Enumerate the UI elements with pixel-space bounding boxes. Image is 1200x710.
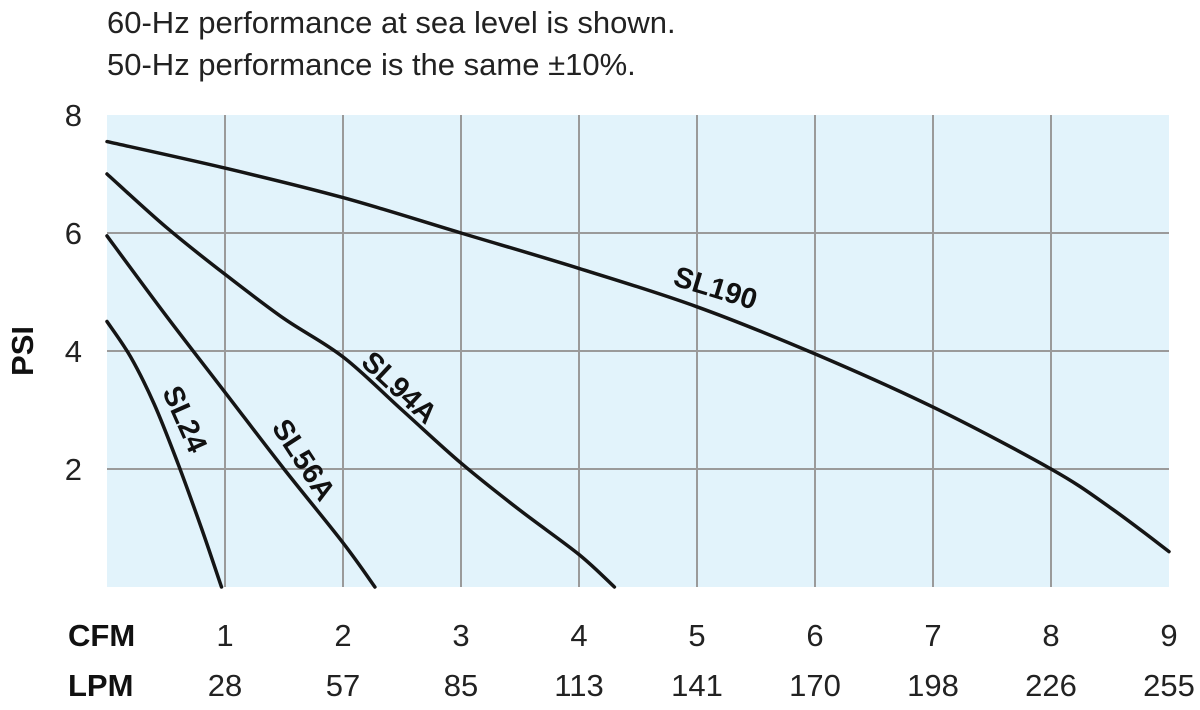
y-tick-label: 4	[65, 334, 82, 369]
y-tick-label: 2	[65, 452, 82, 487]
x-axis-label-cfm: CFM	[68, 618, 135, 653]
curve-sl24	[105, 319, 224, 589]
curve-sl56a	[105, 234, 377, 589]
x-tick-labels: 1 2 3 4 5 6 7 8 9	[216, 618, 1177, 653]
note-line-1: 60-Hz performance at sea level is shown.	[107, 5, 676, 40]
performance-curves	[105, 139, 1171, 589]
y-tick-label: 8	[65, 98, 82, 133]
y-axis-label: PSI	[5, 326, 40, 376]
x2-tick-label: 57	[326, 668, 360, 703]
x-tick-label: 3	[452, 618, 469, 653]
x-tick-label: 9	[1160, 618, 1177, 653]
grid-lines	[107, 115, 1169, 587]
x2-tick-label: 28	[208, 668, 242, 703]
x2-tick-label: 113	[554, 668, 603, 703]
chart-notes: 60-Hz performance at sea level is shown.…	[107, 2, 676, 86]
x-tick-label: 2	[334, 618, 351, 653]
x-tick-label: 6	[806, 618, 823, 653]
y-tick-label: 6	[65, 216, 82, 251]
x2-tick-label: 170	[789, 668, 841, 703]
x2-tick-labels: 28 57 85 113 141 170 198 226 255	[208, 668, 1195, 703]
x2-tick-label: 85	[444, 668, 478, 703]
x2-tick-label: 141	[671, 668, 723, 703]
x2-tick-label: 226	[1025, 668, 1077, 703]
curve-sl190	[105, 139, 1171, 554]
x2-tick-label: 255	[1143, 668, 1195, 703]
x-tick-label: 7	[924, 618, 941, 653]
curve-sl94a	[105, 172, 617, 589]
x-tick-label: 1	[216, 618, 233, 653]
note-line-2: 50-Hz performance is the same ±10%.	[107, 47, 636, 82]
x-tick-label: 4	[570, 618, 587, 653]
x-tick-label: 5	[688, 618, 705, 653]
x-tick-label: 8	[1042, 618, 1059, 653]
y-tick-labels: 2 4 6 8	[65, 98, 82, 487]
x-axis-label-lpm: LPM	[68, 668, 133, 703]
x2-tick-label: 198	[907, 668, 959, 703]
